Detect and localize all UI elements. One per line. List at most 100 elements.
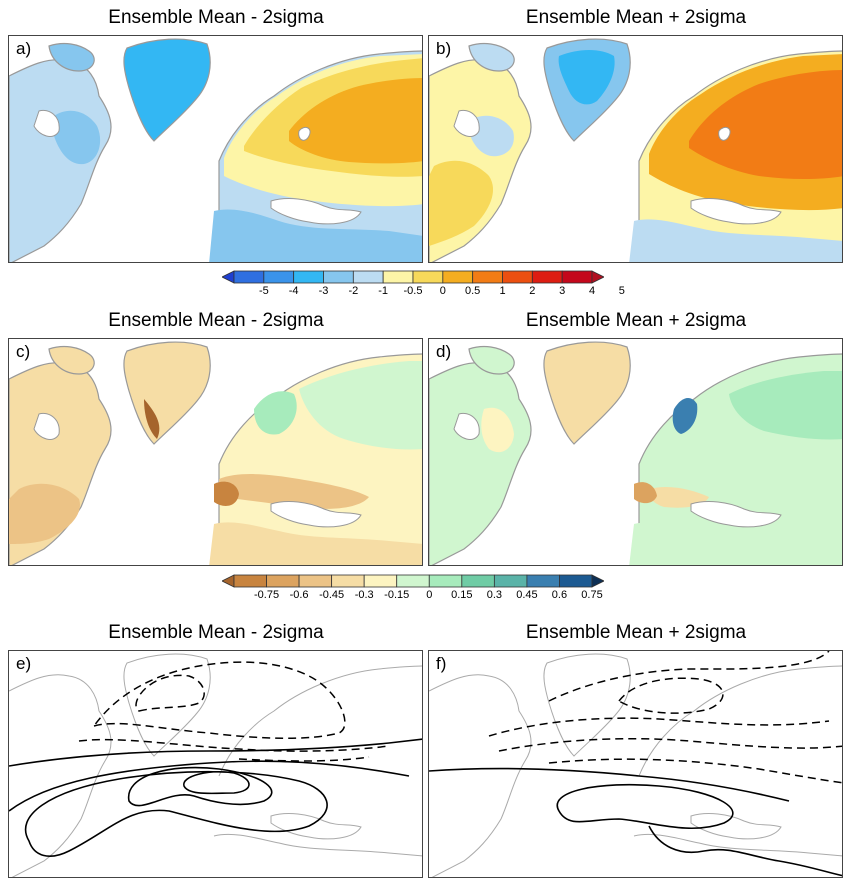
precipitation-colorbar-tick-label: 0 [426, 589, 433, 601]
panel-b-label: b) [434, 39, 454, 59]
solid-contour-ring [556, 783, 734, 830]
arctic-islands [48, 42, 95, 72]
temperature-colorbar-swatch [561, 270, 593, 284]
greenland-cold-core [558, 50, 615, 105]
temperature-colorbar-tick-label: 0 [439, 285, 446, 297]
contour-map-e [9, 653, 422, 877]
southern-europe-dry-patch [648, 486, 709, 508]
panel-c-title: Ensemble Mean - 2sigma [108, 310, 324, 331]
panel-e-title: Ensemble Mean - 2sigma [108, 622, 324, 643]
temperature-colorbar-swatch [442, 270, 474, 284]
hudson-bay-water [453, 109, 480, 137]
temperature-map-b [429, 38, 842, 262]
scandinavia-wet-anomaly [254, 391, 297, 435]
panel-c-label: c) [14, 342, 33, 362]
dashed-contour-4 [238, 756, 370, 762]
africa-cold-anomaly [629, 219, 842, 262]
canada-cold-anomaly [469, 115, 514, 157]
baltic-sea [298, 126, 311, 141]
precipitation-colorbar-tick-label: 0.6 [551, 589, 568, 601]
temperature-colorbar-tick-label: 4 [588, 285, 596, 297]
temperature-colorbar-swatch [502, 270, 533, 284]
temperature-map-a [9, 38, 422, 262]
map-panel-e: e) [8, 650, 423, 878]
precipitation-colorbar-tick-label: -0.45 [319, 589, 345, 601]
precipitation-colorbar-swatch [396, 574, 430, 588]
precipitation-colorbar-tick-label: -0.15 [384, 589, 410, 601]
iberia-dry-patch [634, 482, 657, 504]
panel-b-title: Ensemble Mean + 2sigma [525, 7, 747, 28]
temperature-colorbar-swatch [233, 270, 265, 284]
hudson-bay-water [453, 412, 480, 440]
eurasia-outline [638, 665, 842, 777]
map-panel-d: d) [428, 338, 843, 566]
arctic-islands [468, 42, 515, 72]
dashed-contour-1 [548, 651, 830, 702]
precipitation-colorbar-swatch [493, 574, 528, 588]
temperature-colorbar-tick-label: -0.5 [403, 285, 423, 297]
africa-wet-anomaly [629, 522, 842, 565]
arctic-islands [48, 345, 95, 375]
mediterranean-outline [690, 813, 782, 840]
mediterranean-sea [690, 198, 782, 225]
mediterranean-outline [270, 813, 362, 840]
panel-e-label: e) [14, 654, 34, 674]
greenland-landmass [123, 341, 211, 445]
scandinavia-strong-wet [672, 397, 698, 434]
temperature-colorbar-swatch [352, 270, 384, 284]
panel-d-label: d) [434, 342, 454, 362]
precipitation-colorbar-swatches [222, 574, 604, 588]
arctic-islands [468, 345, 515, 375]
precipitation-colorbar-swatch [559, 574, 593, 588]
precipitation-colorbar-tick-label: -0.75 [253, 589, 280, 601]
temperature-colorbar-tick-label: -3 [318, 285, 329, 297]
precipitation-colorbar-tick-label: 0.3 [486, 589, 503, 601]
temperature-colorbar-tick-label: 1 [499, 285, 506, 297]
precipitation-map-c [9, 341, 422, 565]
africa-outline [213, 833, 422, 857]
precipitation-colorbar-swatch [526, 574, 560, 588]
temperature-colorbar: -5 -4 -3 -2 -1 -0.5 0 0.5 1 2 3 4 5 [222, 270, 625, 306]
precipitation-colorbar-tick-label: 0.15 [451, 589, 473, 601]
solid-contour-center [127, 766, 273, 807]
canada-dry-patch [481, 407, 514, 453]
precipitation-colorbar-swatch [266, 574, 300, 588]
hudson-bay-water [33, 109, 60, 137]
greenland-landmass [123, 38, 211, 142]
temperature-colorbar-swatch [323, 270, 354, 284]
eurasia-outline [218, 665, 422, 777]
temperature-colorbar-tick-label: -1 [378, 285, 389, 297]
panel-d-title: Ensemble Mean + 2sigma [525, 310, 747, 331]
dashed-contour-4 [498, 737, 842, 752]
temperature-colorbar-tick-label: 0.5 [465, 285, 481, 297]
panel-f-label: f) [434, 654, 449, 674]
temperature-colorbar-swatch [293, 270, 324, 284]
north-america-outline [9, 674, 112, 877]
precipitation-colorbar-right-arrow [591, 574, 604, 588]
greenland-outline [123, 653, 211, 757]
temperature-colorbar-swatches [222, 270, 604, 284]
panel-a-title: Ensemble Mean - 2sigma [108, 7, 324, 28]
solid-contour-core [183, 771, 250, 795]
hudson-bay-water [33, 412, 60, 440]
panel-a-label: a) [14, 39, 34, 59]
temperature-colorbar-tick-label: -4 [288, 285, 299, 297]
russia-wet-anomaly [299, 361, 422, 450]
precipitation-colorbar-tick-label: 0.45 [516, 589, 538, 601]
precipitation-colorbar-swatch [298, 574, 333, 588]
dashed-contour-1 [92, 661, 346, 739]
africa-cold-anomaly [209, 209, 422, 262]
temperature-colorbar-tick-label: -5 [258, 285, 269, 297]
precipitation-colorbar-tick-label: -0.6 [289, 589, 309, 601]
precipitation-colorbar-swatch [363, 574, 398, 588]
north-america-landmass [429, 362, 532, 565]
solid-contour-south [648, 825, 842, 877]
north-america-outline [429, 674, 532, 877]
north-america-landmass [9, 59, 112, 262]
solid-contour-outer [429, 767, 790, 802]
russia-wet-anomaly [729, 371, 842, 440]
africa-outline [633, 833, 842, 857]
dashed-contour-3 [78, 738, 390, 752]
africa-dry-anomaly [209, 522, 422, 565]
temperature-colorbar-left-arrow [222, 270, 235, 284]
